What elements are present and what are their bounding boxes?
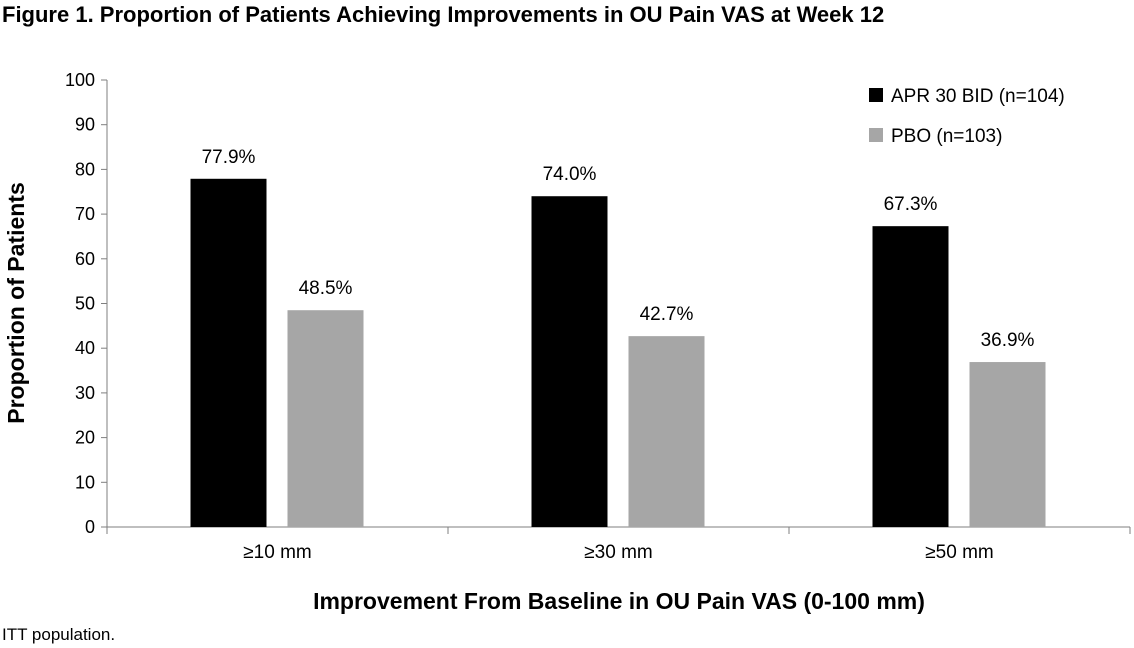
y-tick-label: 60 xyxy=(75,249,95,269)
bar-pbo-3 xyxy=(969,362,1046,527)
data-label: 74.0% xyxy=(543,164,597,185)
bar-apr-1 xyxy=(190,178,267,528)
y-tick-label: 0 xyxy=(85,517,95,537)
chart-title: Figure 1. Proportion of Patients Achievi… xyxy=(2,2,884,27)
bar-apr-3 xyxy=(872,226,949,527)
data-label: 67.3% xyxy=(884,194,938,215)
data-label: 77.9% xyxy=(202,147,256,168)
data-label: 36.9% xyxy=(981,330,1035,351)
legend-label-pbo: PBO (n=103) xyxy=(891,126,1002,147)
y-tick-label: 20 xyxy=(75,428,95,448)
legend-swatch-apr xyxy=(869,88,883,102)
y-tick-label: 30 xyxy=(75,383,95,403)
y-tick-label: 40 xyxy=(75,338,95,358)
bar-pbo-2 xyxy=(628,336,705,527)
bar-pbo-1 xyxy=(287,310,364,527)
bar-apr-2 xyxy=(531,196,608,527)
data-label: 48.5% xyxy=(299,278,353,299)
legend-label-apr: APR 30 BID (n=104) xyxy=(891,86,1065,107)
y-tick-label: 70 xyxy=(75,204,95,224)
legend: APR 30 BID (n=104) PBO (n=103) xyxy=(869,86,1065,147)
category-label: ≥10 mm xyxy=(243,542,312,563)
x-axis-ticks xyxy=(106,527,1131,534)
bar-marks xyxy=(190,178,1046,528)
footnote: ITT population. xyxy=(2,625,115,644)
category-label: ≥50 mm xyxy=(925,542,994,563)
y-tick-label: 100 xyxy=(65,70,95,90)
data-label: 42.7% xyxy=(640,304,694,325)
y-axis-label: Proportion of Patients xyxy=(3,182,29,424)
category-labels: ≥10 mm ≥30 mm ≥50 mm xyxy=(243,542,994,563)
x-axis-label: Improvement From Baseline in OU Pain VAS… xyxy=(313,588,925,614)
y-tick-label: 10 xyxy=(75,472,95,492)
y-tick-label: 50 xyxy=(75,294,95,314)
legend-swatch-pbo xyxy=(869,128,883,142)
y-tick-label: 80 xyxy=(75,159,95,179)
bar-data-labels: 77.9% 48.5% 74.0% 42.7% 67.3% 36.9% xyxy=(202,147,1035,351)
y-tick-label: 90 xyxy=(75,115,95,135)
category-label: ≥30 mm xyxy=(584,542,653,563)
y-axis-ticks: 0 10 20 30 40 50 60 70 80 90 100 xyxy=(65,70,107,537)
